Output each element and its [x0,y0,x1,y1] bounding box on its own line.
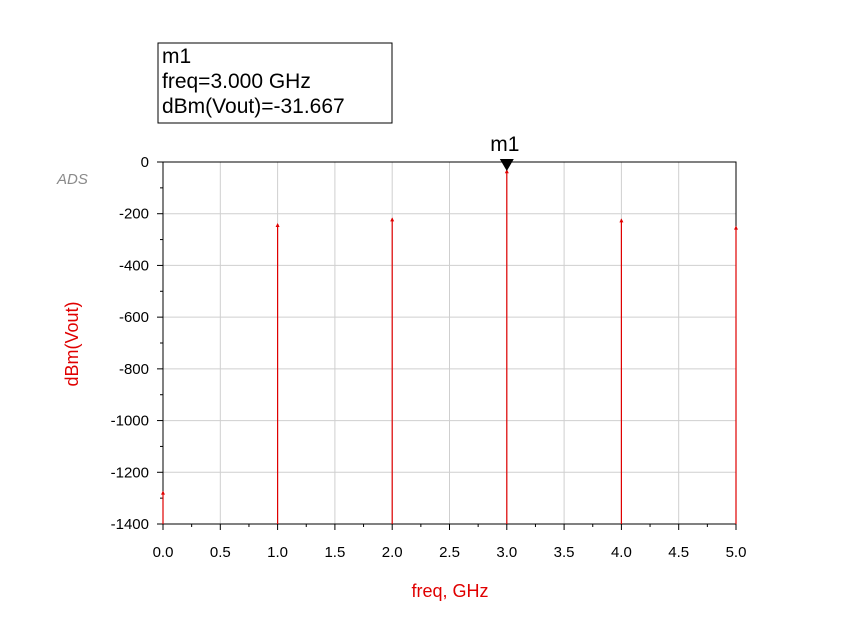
x-tick-label: 5.0 [726,544,747,561]
y-tick-label: -400 [119,257,149,274]
marker-readout-line-3: dBm(Vout)=-31.667 [162,95,345,118]
x-tick-label: 2.5 [439,544,460,561]
data-point [504,169,509,174]
data-point [734,225,738,230]
trace-series[interactable] [161,169,738,524]
marker-readout-box[interactable]: m1 freq=3.000 GHz dBm(Vout)=-31.667 [157,42,393,124]
y-tick-label: 0 [141,154,149,171]
y-tick-label: -1400 [111,516,149,533]
marker-name-label: m1 [490,133,519,156]
x-axis-title: freq, GHz [411,581,488,601]
x-axis: 0.0 0.5 1.0 1.5 2.0 2.5 3.0 3.5 4.0 4.5 5.0 [153,524,747,561]
x-tick-label: 2.0 [382,544,403,561]
y-tick-label: -800 [119,361,149,378]
marker-readout-frame [157,42,393,124]
x-tick-label: 1.0 [267,544,288,561]
y-tick-label: -1200 [111,464,149,481]
x-tick-label: 0.5 [210,544,231,561]
data-point [390,217,395,222]
data-point [161,490,165,495]
marker-triangle-icon [499,159,514,171]
marker-m1[interactable]: m1 [490,133,519,171]
y-axis: 0 -200 -400 -600 -800 -1000 -1200 -1400 [111,154,163,533]
y-tick-label: -600 [119,309,149,326]
x-tick-label: 0.0 [153,544,174,561]
x-tick-label: 4.0 [611,544,632,561]
x-tick-label: 3.0 [496,544,517,561]
y-axis-title: dBm(Vout) [62,301,82,386]
y-tick-label: -200 [119,206,149,223]
grid [163,162,736,524]
ads-logo: ADS [56,171,88,188]
marker-readout-line-1: m1 [162,45,191,68]
x-tick-label: 1.5 [324,544,345,561]
x-tick-label: 3.5 [554,544,575,561]
data-point [275,223,280,228]
y-tick-label: -1000 [111,413,149,430]
x-tick-label: 4.5 [668,544,689,561]
marker-readout-line-2: freq=3.000 GHz [162,70,311,93]
data-point [619,218,624,223]
